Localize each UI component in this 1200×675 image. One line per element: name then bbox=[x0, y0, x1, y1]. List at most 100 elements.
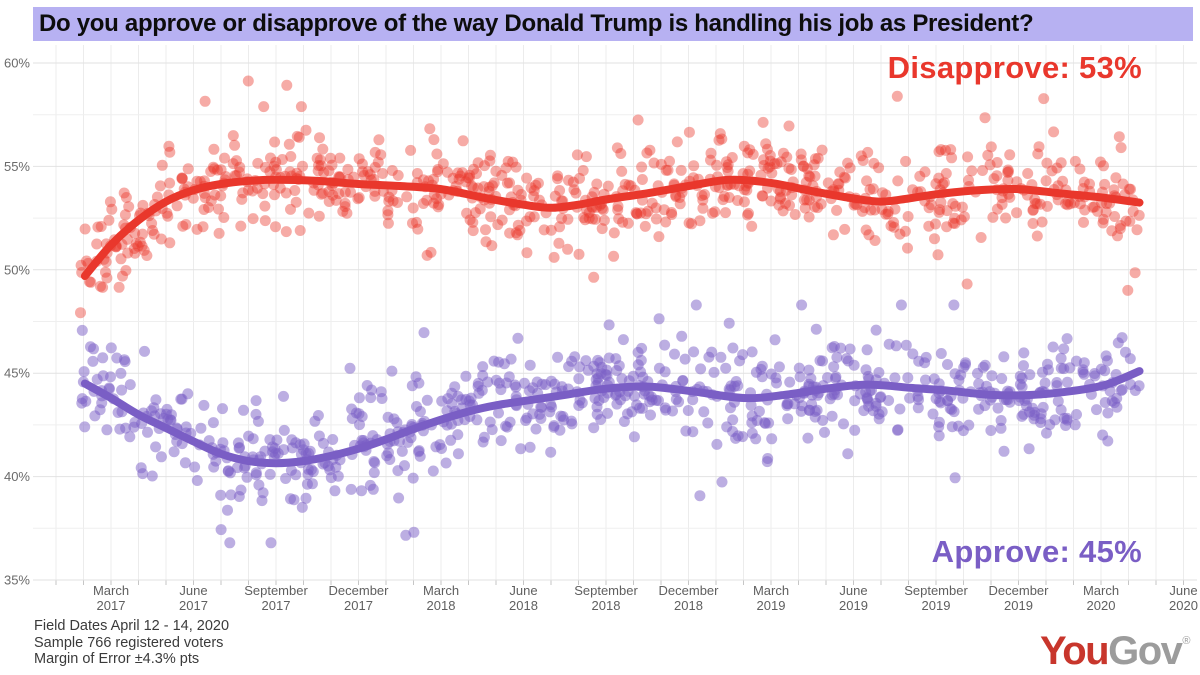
data-point bbox=[432, 166, 443, 178]
data-point bbox=[1055, 157, 1067, 169]
data-point bbox=[209, 189, 221, 201]
data-point bbox=[642, 205, 654, 217]
data-point bbox=[650, 202, 662, 214]
x-tick-year: 2019 bbox=[757, 598, 786, 613]
data-point bbox=[311, 152, 323, 164]
data-point bbox=[1027, 402, 1038, 414]
data-point bbox=[717, 194, 729, 206]
x-tick-month: December bbox=[329, 583, 390, 598]
data-point bbox=[1098, 160, 1109, 172]
data-point bbox=[1125, 379, 1137, 390]
data-point bbox=[496, 169, 508, 181]
data-point bbox=[623, 179, 635, 191]
data-point bbox=[1029, 198, 1041, 209]
data-point bbox=[1069, 419, 1081, 431]
data-point bbox=[318, 167, 330, 178]
data-point bbox=[709, 206, 721, 218]
data-point bbox=[483, 185, 495, 197]
data-point bbox=[567, 176, 579, 188]
data-point bbox=[520, 415, 532, 426]
data-point bbox=[612, 200, 624, 212]
data-point bbox=[1125, 183, 1136, 195]
data-point bbox=[598, 214, 610, 226]
data-point bbox=[525, 182, 537, 194]
data-point bbox=[75, 307, 86, 319]
data-point bbox=[500, 162, 512, 174]
data-point bbox=[225, 489, 237, 501]
data-point bbox=[327, 434, 339, 445]
data-point bbox=[634, 402, 645, 414]
y-tick-label: 55% bbox=[4, 159, 30, 174]
data-point bbox=[369, 457, 381, 469]
data-point bbox=[288, 494, 300, 506]
data-point bbox=[502, 155, 514, 167]
data-point bbox=[432, 164, 444, 175]
data-point bbox=[566, 418, 578, 430]
data-point bbox=[664, 155, 675, 167]
data-point bbox=[119, 356, 131, 368]
data-point bbox=[296, 501, 308, 513]
data-point bbox=[132, 240, 144, 252]
data-point bbox=[1041, 427, 1052, 439]
data-point bbox=[1055, 362, 1067, 374]
data-point bbox=[163, 140, 175, 152]
data-point bbox=[504, 204, 515, 216]
data-point bbox=[894, 403, 906, 415]
data-point bbox=[106, 203, 118, 215]
data-point bbox=[803, 194, 815, 206]
data-point bbox=[741, 184, 753, 196]
data-point bbox=[285, 151, 297, 162]
data-point bbox=[161, 403, 173, 415]
data-point bbox=[785, 164, 797, 175]
data-point bbox=[198, 399, 210, 411]
data-point bbox=[396, 445, 408, 457]
data-point bbox=[602, 180, 614, 192]
y-tick-label: 35% bbox=[4, 573, 30, 588]
logo-gov: Gov bbox=[1108, 629, 1183, 673]
data-point bbox=[156, 159, 168, 171]
data-point bbox=[1089, 201, 1100, 213]
data-point bbox=[708, 366, 720, 378]
data-point bbox=[625, 180, 637, 192]
data-point bbox=[636, 161, 648, 173]
data-point bbox=[1011, 207, 1023, 219]
data-point bbox=[369, 161, 381, 173]
data-point bbox=[504, 177, 515, 189]
data-point bbox=[622, 408, 633, 420]
data-point bbox=[1124, 215, 1136, 227]
data-point bbox=[1074, 198, 1086, 210]
data-point bbox=[698, 406, 710, 418]
data-point bbox=[484, 149, 496, 161]
data-point bbox=[512, 184, 524, 196]
data-point bbox=[716, 133, 728, 145]
data-point bbox=[97, 352, 109, 364]
data-point bbox=[764, 161, 776, 173]
data-point bbox=[784, 376, 796, 388]
data-point bbox=[247, 185, 259, 197]
data-point bbox=[411, 168, 423, 179]
data-point bbox=[833, 178, 845, 190]
data-point bbox=[313, 160, 324, 171]
data-point bbox=[1092, 205, 1103, 217]
data-point bbox=[544, 406, 556, 418]
data-point bbox=[714, 128, 726, 140]
data-point bbox=[377, 168, 389, 179]
data-point bbox=[276, 154, 288, 165]
data-point bbox=[428, 197, 440, 209]
data-point bbox=[87, 355, 99, 367]
data-point bbox=[756, 360, 768, 372]
x-tick-month: September bbox=[904, 583, 968, 598]
data-point bbox=[235, 484, 247, 496]
data-point bbox=[386, 365, 398, 377]
x-tick-year: 2018 bbox=[592, 598, 621, 613]
data-point bbox=[780, 198, 791, 209]
data-point bbox=[297, 160, 308, 172]
data-point bbox=[583, 207, 595, 219]
data-point bbox=[317, 187, 329, 199]
data-point bbox=[425, 246, 437, 258]
data-point bbox=[861, 175, 873, 187]
data-point bbox=[766, 167, 778, 179]
data-point bbox=[877, 187, 888, 199]
data-point bbox=[765, 195, 777, 207]
data-point bbox=[485, 211, 497, 223]
